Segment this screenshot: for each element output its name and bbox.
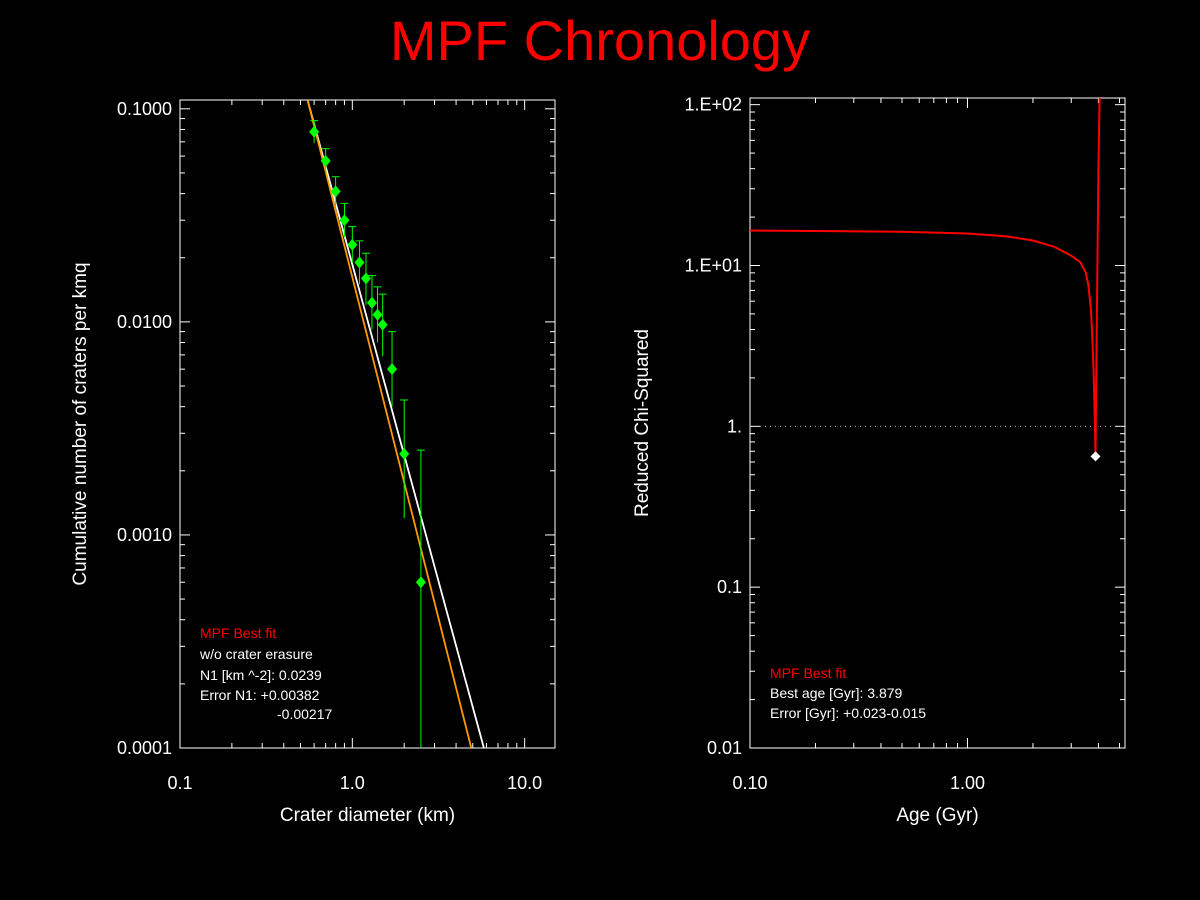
data-point — [399, 447, 410, 460]
data-point — [366, 296, 377, 309]
left-legend-line: Error N1: +0.00382 — [200, 687, 320, 703]
left-y-tick-label: 0.1000 — [117, 99, 172, 119]
right-legend-line: Error [Gyr]: +0.023-0.015 — [770, 705, 926, 721]
left-legend-line: -0.00217 — [277, 706, 332, 722]
right-y-tick-label: 1.E+02 — [684, 95, 742, 115]
right-x-tick-label: 1.00 — [950, 773, 985, 793]
right-y-tick-label: 1.E+01 — [684, 255, 742, 275]
left-plot-frame — [179, 99, 556, 749]
crater-size-frequency-plot: 0.1 1.0 10.0 0.0001 0.0010 0.0100 0.1000 Crater… — [70, 99, 556, 826]
chi-squared-curve — [750, 98, 1101, 457]
right-legend-title: MPF Best fit — [770, 665, 846, 681]
right-y-axis-label: Reduced Chi-Squared — [632, 329, 653, 517]
left-x-tick-label: 10.0 — [507, 773, 542, 793]
data-point — [309, 125, 320, 138]
data-point — [360, 272, 371, 285]
data-point — [372, 308, 383, 321]
page-title: MPF Chronology — [389, 9, 811, 72]
left-legend-line: N1 [km ^-2]: 0.0239 — [200, 667, 322, 683]
data-point — [320, 154, 331, 167]
fit-line-alternate — [306, 100, 473, 748]
right-x-axis-label: Age (Gyr) — [896, 805, 978, 826]
right-plot-frame — [749, 97, 1126, 749]
left-x-axis-label: Crater diameter (km) — [280, 805, 455, 826]
data-point — [387, 363, 398, 376]
data-point — [377, 318, 388, 331]
left-y-axis-label: Cumulative number of craters per kmq — [70, 262, 91, 585]
left-x-tick-label: 1.0 — [340, 773, 365, 793]
best-fit-marker — [1090, 451, 1101, 462]
chi-squared-age-plot: 0.10 1.00 0.01 0.1 1. 1.E+01 1.E+02 Age (Gyr) Re… — [632, 95, 1126, 826]
right-y-tick-label: 1. — [727, 416, 742, 436]
right-x-tick-label: 0.10 — [732, 773, 767, 793]
data-point — [339, 214, 350, 227]
left-x-tick-label: 0.1 — [167, 773, 192, 793]
left-legend-title: MPF Best fit — [200, 625, 276, 641]
data-point — [415, 576, 426, 589]
data-point — [354, 256, 365, 269]
right-legend-line: Best age [Gyr]: 3.879 — [770, 685, 903, 701]
left-y-tick-label: 0.0010 — [117, 525, 172, 545]
fit-line — [306, 100, 485, 748]
data-point — [330, 185, 341, 198]
left-y-tick-label: 0.0001 — [117, 738, 172, 758]
left-y-tick-label: 0.0100 — [117, 312, 172, 332]
right-plot-area — [750, 98, 1125, 457]
right-y-tick-label: 0.1 — [717, 577, 742, 597]
data-point — [347, 238, 358, 251]
left-plot-area — [306, 100, 485, 748]
left-legend-line: w/o crater erasure — [199, 646, 313, 662]
right-y-tick-label: 0.01 — [707, 738, 742, 758]
